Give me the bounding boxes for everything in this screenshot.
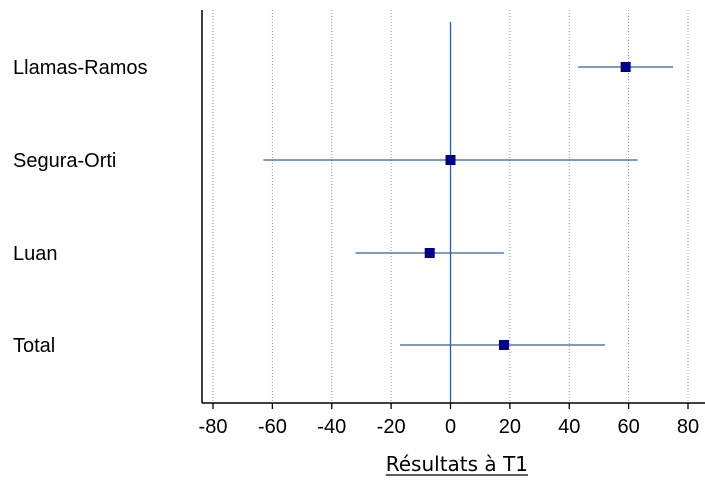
study-row: Llamas-Ramos (13, 57, 674, 79)
x-axis-ticks: -80 -60 -40 -20 0 20 40 60 80 (199, 403, 699, 438)
study-row: Total (13, 335, 605, 357)
study-row: Luan (13, 243, 504, 265)
point-estimate-marker (620, 62, 631, 72)
x-tick-label: -60 (258, 416, 287, 438)
study-label: Luan (13, 243, 58, 265)
x-tick-label: 60 (618, 416, 640, 438)
study-label: Llamas-Ramos (13, 57, 147, 79)
x-tick-label: 80 (677, 416, 699, 438)
study-label: Segura-Orti (13, 150, 116, 172)
study-row: Segura-Orti (13, 150, 638, 172)
x-tick-label: 40 (558, 416, 580, 438)
x-tick-label: -20 (377, 416, 406, 438)
x-tick-label: 20 (499, 416, 521, 438)
study-label: Total (13, 335, 55, 357)
study-rows: Llamas-Ramos Segura-Orti Luan Total (13, 57, 674, 357)
point-estimate-marker (424, 248, 435, 258)
x-axis-label: Résultats à T1 (386, 452, 528, 476)
point-estimate-marker (445, 155, 456, 165)
point-estimate-marker (498, 340, 509, 350)
x-tick-label: -80 (199, 416, 228, 438)
grid-lines (212, 10, 689, 403)
x-tick-label: 0 (445, 416, 456, 438)
x-tick-label: -40 (317, 416, 346, 438)
